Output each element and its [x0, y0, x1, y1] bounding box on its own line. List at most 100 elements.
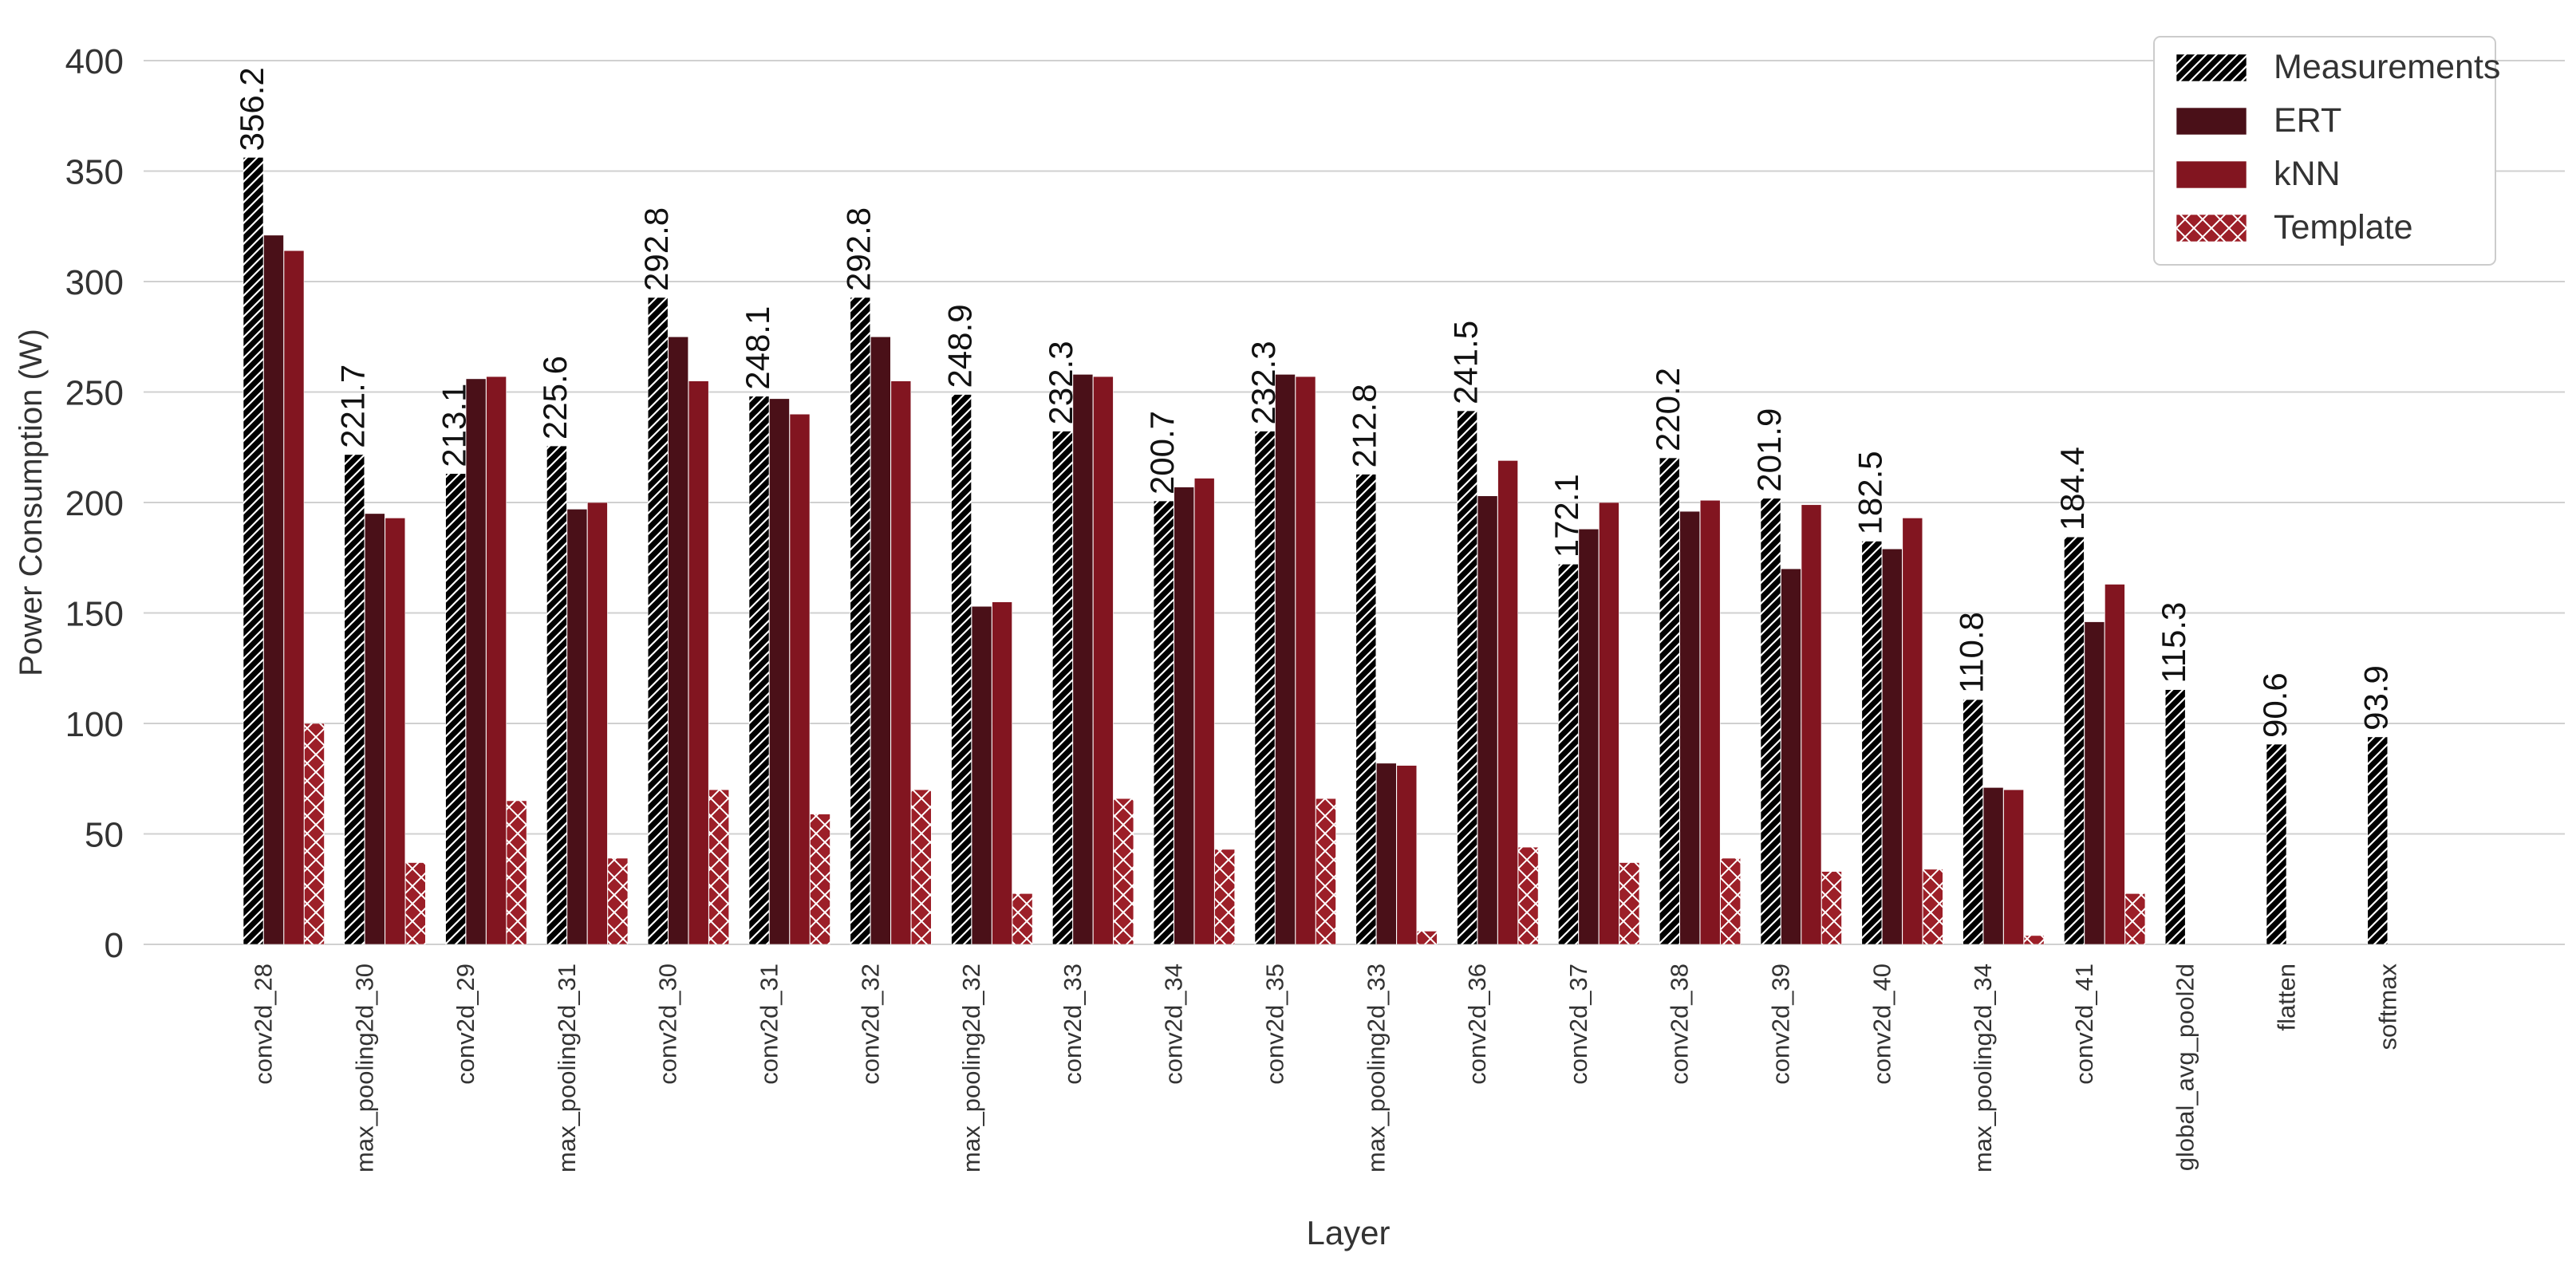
measurements-bar [1760, 498, 1781, 945]
ert-bar [263, 234, 284, 945]
x-tick-label: conv2d_31 [755, 964, 783, 1085]
ert-bar [364, 513, 385, 945]
x-tick-label: max_pooling2d_33 [1362, 964, 1390, 1172]
data-label: 201.9 [1750, 408, 1788, 492]
measurements-bar [850, 297, 871, 945]
x-tick-label: conv2d_40 [1868, 964, 1896, 1085]
x-tick-label: conv2d_34 [1160, 964, 1188, 1085]
measurements-bar [1659, 457, 1680, 945]
template-bar [708, 789, 730, 945]
ert-bar [769, 398, 790, 945]
knn-bar [2105, 584, 2125, 945]
x-tick-label: conv2d_35 [1261, 964, 1289, 1085]
x-tick-label: conv2d_33 [1059, 964, 1087, 1085]
ert-bar [1781, 568, 1801, 945]
x-tick-label: softmax [2373, 964, 2401, 1050]
measurements-bar [344, 454, 365, 945]
x-tick-label: flatten [2273, 964, 2301, 1031]
measurements-bar [1254, 431, 1276, 945]
knn-bar [587, 502, 608, 945]
y-tick-label: 300 [65, 263, 124, 302]
data-labels-layer: 356.2 221.7 213.1 225.6 292.8 248.1 292.8 248.9… [233, 67, 2395, 738]
ert-bar [971, 605, 992, 945]
ert-bar [1982, 787, 2004, 945]
template-bar [911, 789, 932, 945]
measurements-bar [2164, 689, 2186, 945]
measurements-bar [647, 297, 669, 945]
template-bar [1619, 862, 1640, 945]
measurements-bar [2064, 536, 2085, 945]
template-bar [607, 857, 629, 945]
knn-bar [1396, 765, 1418, 945]
knn-bar [1193, 478, 1215, 945]
x-tick-label: conv2d_41 [2070, 964, 2098, 1085]
template-bar [1923, 869, 1943, 945]
knn-bar [1497, 460, 1518, 945]
measurements-bar [2367, 736, 2389, 945]
ert-bar [1174, 487, 1194, 945]
x-tick-label: conv2d_37 [1564, 964, 1592, 1085]
data-label: 292.8 [637, 207, 675, 291]
data-label: 182.5 [1852, 451, 1889, 534]
template-bar [2023, 935, 2045, 945]
legend-swatch [2176, 107, 2247, 136]
x-tick-label: conv2d_29 [452, 964, 479, 1085]
template-bar [1417, 931, 1438, 945]
knn-bar [385, 518, 406, 945]
data-label: 213.1 [435, 384, 472, 467]
ert-bar [1072, 374, 1094, 945]
x-tick-label: max_pooling2d_31 [553, 964, 581, 1172]
knn-bar [1902, 518, 1923, 945]
measurements-bar [951, 394, 972, 945]
x-tick-label: max_pooling2d_32 [957, 964, 985, 1172]
ert-bar [1275, 374, 1296, 945]
knn-bar [1801, 504, 1822, 945]
x-tick-label: global_avg_pool2d [2172, 964, 2199, 1171]
ert-bar [1578, 528, 1600, 945]
legend-swatch [2176, 53, 2247, 82]
data-label: 241.5 [1446, 321, 1484, 404]
legend-label: kNN [2274, 155, 2341, 193]
knn-bar [1295, 376, 1316, 945]
y-tick-label: 100 [65, 705, 124, 744]
data-label: 356.2 [233, 67, 270, 151]
ert-bar [870, 336, 891, 945]
data-label: 232.3 [1245, 341, 1282, 424]
measurements-bar [1963, 699, 1983, 945]
template-bar [304, 723, 325, 945]
data-label: 220.2 [1649, 368, 1686, 451]
data-label: 200.7 [1143, 411, 1181, 495]
measurements-bar [2266, 743, 2287, 945]
ert-bar [2084, 621, 2105, 945]
legend: Measurements ERT kNN Template [2153, 36, 2500, 266]
x-tick-label: conv2d_36 [1463, 964, 1491, 1085]
data-label: 115.3 [2155, 602, 2192, 684]
template-bar [1517, 846, 1539, 945]
legend-box [2153, 36, 2496, 266]
knn-bar [1599, 502, 1619, 945]
knn-bar [486, 376, 507, 945]
knn-bar [1093, 376, 1114, 945]
data-label: 90.6 [2256, 672, 2294, 738]
y-tick-label: 400 [65, 42, 124, 81]
data-label: 292.8 [840, 207, 878, 291]
knn-bar [2003, 789, 2024, 945]
knn-bar [789, 413, 811, 945]
measurements-bar [1457, 410, 1477, 945]
measurements-bar [1355, 474, 1377, 945]
data-label: 225.6 [536, 356, 574, 439]
template-bar [1821, 871, 1842, 945]
measurements-bar [546, 445, 567, 945]
knn-bar [992, 601, 1012, 945]
y-tick-label: 350 [65, 153, 124, 192]
knn-bar [890, 380, 912, 945]
x-tick-label: conv2d_39 [1767, 964, 1795, 1085]
knn-bar [688, 380, 709, 945]
axes-layer: Power Consumption (W) Layer 0 50 100 150 200… [14, 42, 2401, 1251]
x-tick-label: conv2d_32 [856, 964, 884, 1085]
legend-label: Template [2274, 208, 2412, 246]
ert-bar [668, 336, 689, 945]
x-tick-label: max_pooling2d_30 [350, 964, 378, 1172]
ert-bar [1477, 495, 1498, 945]
